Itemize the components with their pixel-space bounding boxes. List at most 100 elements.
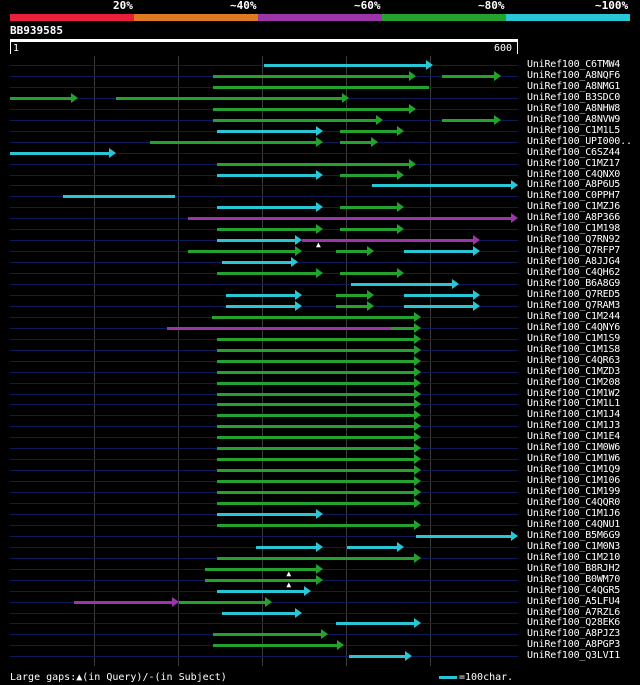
alignment-segment[interactable] bbox=[213, 633, 322, 636]
hit-name-link[interactable]: UniRef100_C4QNY6 bbox=[527, 322, 621, 333]
hit-name-link[interactable]: UniRef100_B8RJH2 bbox=[527, 563, 621, 574]
hit-name-link[interactable]: UniRef100_B0WM70 bbox=[527, 574, 621, 585]
alignment-segment[interactable] bbox=[351, 283, 453, 286]
alignment-segment[interactable] bbox=[335, 305, 369, 308]
alignment-segment[interactable] bbox=[217, 436, 415, 439]
hit-name-link[interactable]: UniRef100_A8PJZ3 bbox=[527, 628, 621, 639]
alignment-segment[interactable] bbox=[335, 622, 415, 625]
hit-name-link[interactable]: UniRef100_C4QNX0 bbox=[527, 169, 621, 180]
hit-name-link[interactable]: UniRef100_C1M0W6 bbox=[527, 442, 621, 453]
alignment-segment[interactable] bbox=[217, 371, 415, 374]
hit-name-link[interactable]: UniRef100_A8JJG4 bbox=[527, 256, 621, 267]
hit-name-link[interactable]: UniRef100_Q7RFP7 bbox=[527, 245, 621, 256]
hit-name-link[interactable]: UniRef100_Q7RN92 bbox=[527, 234, 621, 245]
hit-name-link[interactable]: UniRef100_C1MZ17 bbox=[527, 158, 621, 169]
hit-name-link[interactable]: UniRef100_C4QQR0 bbox=[527, 497, 621, 508]
alignment-segment[interactable] bbox=[217, 502, 415, 505]
hit-name-link[interactable]: UniRef100_C4QH62 bbox=[527, 267, 621, 278]
alignment-segment[interactable] bbox=[416, 535, 512, 538]
alignment-segment[interactable] bbox=[10, 152, 110, 155]
alignment-segment[interactable] bbox=[213, 86, 430, 89]
hit-name-link[interactable]: UniRef100_A7RZL6 bbox=[527, 607, 621, 618]
hit-name-link[interactable]: UniRef100_C4QGR5 bbox=[527, 585, 621, 596]
alignment-segment[interactable] bbox=[63, 195, 176, 198]
alignment-segment[interactable] bbox=[115, 97, 343, 100]
alignment-segment[interactable] bbox=[217, 458, 415, 461]
alignment-segment[interactable] bbox=[213, 644, 339, 647]
hit-name-link[interactable]: UniRef100_A5LFU4 bbox=[527, 596, 621, 607]
hit-name-link[interactable]: UniRef100_Q7RED5 bbox=[527, 289, 621, 300]
hit-name-link[interactable]: UniRef100_C1M106 bbox=[527, 475, 621, 486]
alignment-segment[interactable] bbox=[179, 601, 267, 604]
alignment-segment[interactable] bbox=[213, 75, 411, 78]
alignment-segment[interactable] bbox=[187, 217, 512, 220]
alignment-segment[interactable] bbox=[217, 447, 415, 450]
alignment-segment[interactable] bbox=[217, 491, 415, 494]
alignment-segment[interactable] bbox=[204, 579, 318, 582]
alignment-segment[interactable] bbox=[217, 393, 415, 396]
alignment-segment[interactable] bbox=[221, 261, 292, 264]
hit-name-link[interactable]: UniRef100_C1M0N3 bbox=[527, 541, 621, 552]
alignment-segment[interactable] bbox=[217, 239, 297, 242]
alignment-segment[interactable] bbox=[348, 655, 407, 658]
alignment-segment[interactable] bbox=[217, 360, 415, 363]
alignment-segment[interactable] bbox=[441, 119, 496, 122]
hit-name-link[interactable]: UniRef100_C1M1S9 bbox=[527, 333, 621, 344]
hit-name-link[interactable]: UniRef100_Q7RAM3 bbox=[527, 300, 621, 311]
hit-name-link[interactable]: UniRef100_C0PPH7 bbox=[527, 190, 621, 201]
hit-name-link[interactable]: UniRef100_C1M1L5 bbox=[527, 125, 621, 136]
alignment-segment[interactable] bbox=[340, 228, 398, 231]
alignment-segment[interactable] bbox=[217, 272, 318, 275]
alignment-segment[interactable] bbox=[340, 130, 398, 133]
alignment-segment[interactable] bbox=[302, 239, 474, 242]
alignment-segment[interactable] bbox=[403, 294, 474, 297]
hit-name-link[interactable]: UniRef100_C1M210 bbox=[527, 552, 621, 563]
alignment-segment[interactable] bbox=[217, 480, 415, 483]
alignment-segment[interactable] bbox=[403, 305, 474, 308]
hit-name-link[interactable]: UniRef100_A8NMG1 bbox=[527, 81, 621, 92]
hit-name-link[interactable]: UniRef100_C1M1S8 bbox=[527, 344, 621, 355]
hit-name-link[interactable]: UniRef100_C4QR63 bbox=[527, 355, 621, 366]
alignment-segment[interactable] bbox=[264, 64, 428, 67]
alignment-segment[interactable] bbox=[211, 316, 415, 319]
alignment-segment[interactable] bbox=[217, 338, 415, 341]
hit-name-link[interactable]: UniRef100_C1M244 bbox=[527, 311, 621, 322]
alignment-segment[interactable] bbox=[340, 272, 398, 275]
alignment-segment[interactable] bbox=[335, 250, 369, 253]
hit-name-link[interactable]: UniRef100_B6A8G9 bbox=[527, 278, 621, 289]
alignment-segment[interactable] bbox=[372, 184, 512, 187]
alignment-segment[interactable] bbox=[391, 327, 415, 330]
alignment-segment[interactable] bbox=[217, 469, 415, 472]
alignment-segment[interactable] bbox=[217, 557, 415, 560]
hit-name-link[interactable]: UniRef100_C6TMW4 bbox=[527, 59, 621, 70]
alignment-segment[interactable] bbox=[213, 119, 377, 122]
hit-name-link[interactable]: UniRef100_C6SZ44 bbox=[527, 147, 621, 158]
alignment-segment[interactable] bbox=[225, 305, 297, 308]
hit-name-link[interactable]: UniRef100_A8NQF6 bbox=[527, 70, 621, 81]
hit-name-link[interactable]: UniRef100_A8P6U5 bbox=[527, 179, 621, 190]
alignment-segment[interactable] bbox=[73, 601, 174, 604]
hit-name-link[interactable]: UniRef100_A8PGP3 bbox=[527, 639, 621, 650]
hit-name-link[interactable]: UniRef100_B5M6G9 bbox=[527, 530, 621, 541]
hit-name-link[interactable]: UniRef100_C1M208 bbox=[527, 377, 621, 388]
hit-name-link[interactable]: UniRef100_C1M1W2 bbox=[527, 388, 621, 399]
hit-name-link[interactable]: UniRef100_Q3LVI1 bbox=[527, 650, 621, 661]
alignment-segment[interactable] bbox=[217, 130, 318, 133]
hit-name-link[interactable]: UniRef100_C1M1W6 bbox=[527, 453, 621, 464]
alignment-segment[interactable] bbox=[255, 546, 318, 549]
alignment-segment[interactable] bbox=[340, 174, 398, 177]
alignment-segment[interactable] bbox=[217, 228, 318, 231]
hit-name-link[interactable]: UniRef100_C1MZJ6 bbox=[527, 201, 621, 212]
hit-name-link[interactable]: UniRef100_C4QNU1 bbox=[527, 519, 621, 530]
alignment-segment[interactable] bbox=[221, 612, 297, 615]
alignment-segment[interactable] bbox=[217, 524, 415, 527]
alignment-segment[interactable] bbox=[217, 382, 415, 385]
alignment-segment[interactable] bbox=[204, 568, 318, 571]
hit-name-link[interactable]: UniRef100_Q28EK6 bbox=[527, 617, 621, 628]
alignment-segment[interactable] bbox=[10, 97, 72, 100]
alignment-segment[interactable] bbox=[217, 403, 415, 406]
hit-name-link[interactable]: UniRef100_C1M1E4 bbox=[527, 431, 621, 442]
hit-name-link[interactable]: UniRef100_C1M1J6 bbox=[527, 508, 621, 519]
hit-name-link[interactable]: UniRef100_C1MZD3 bbox=[527, 366, 621, 377]
alignment-segment[interactable] bbox=[217, 206, 318, 209]
